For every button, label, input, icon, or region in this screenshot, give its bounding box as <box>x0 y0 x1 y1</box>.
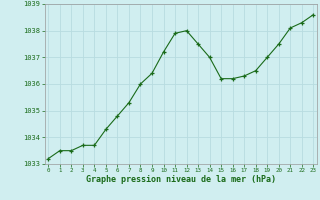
X-axis label: Graphe pression niveau de la mer (hPa): Graphe pression niveau de la mer (hPa) <box>86 175 276 184</box>
